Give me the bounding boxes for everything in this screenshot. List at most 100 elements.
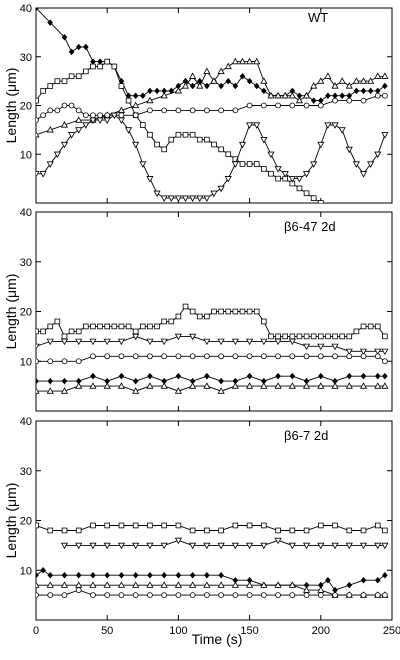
data-point bbox=[274, 338, 282, 346]
data-point bbox=[40, 328, 46, 335]
x-tick-label: 250 bbox=[383, 625, 400, 637]
data-point bbox=[61, 358, 68, 365]
data-point bbox=[218, 353, 225, 360]
data-point bbox=[246, 338, 254, 346]
data-point bbox=[302, 171, 311, 178]
data-point bbox=[367, 323, 374, 330]
panel-label: β6-7 2d bbox=[284, 428, 328, 443]
data-point bbox=[274, 166, 282, 173]
data-point bbox=[104, 571, 110, 579]
data-point bbox=[96, 117, 104, 124]
data-point bbox=[225, 151, 232, 158]
data-point bbox=[239, 72, 246, 80]
data-point bbox=[132, 592, 139, 599]
data-point bbox=[189, 195, 197, 202]
data-point bbox=[332, 592, 338, 599]
data-point bbox=[189, 333, 197, 341]
series-circle bbox=[36, 587, 388, 599]
data-point bbox=[246, 57, 254, 65]
data-point bbox=[124, 127, 133, 134]
data-point bbox=[181, 195, 190, 202]
data-point bbox=[175, 353, 182, 360]
data-point bbox=[160, 542, 168, 550]
data-point bbox=[40, 112, 47, 119]
data-point bbox=[36, 358, 39, 365]
data-point bbox=[189, 592, 196, 599]
data-point bbox=[132, 353, 139, 360]
data-point bbox=[182, 131, 189, 138]
y-axis-label: Length (μm) bbox=[3, 483, 19, 559]
data-point bbox=[382, 372, 388, 380]
data-point bbox=[274, 581, 282, 588]
data-point bbox=[75, 116, 83, 123]
data-point bbox=[132, 101, 140, 109]
data-point bbox=[217, 387, 225, 394]
data-point bbox=[260, 581, 268, 588]
data-point bbox=[174, 581, 182, 588]
data-point bbox=[36, 130, 40, 138]
data-point bbox=[231, 542, 239, 550]
data-point bbox=[317, 542, 325, 550]
data-point bbox=[47, 377, 54, 385]
data-point bbox=[83, 43, 89, 51]
data-point bbox=[132, 522, 139, 529]
data-point bbox=[161, 522, 167, 529]
data-point bbox=[167, 195, 175, 202]
data-point bbox=[175, 131, 182, 138]
data-point bbox=[161, 318, 167, 325]
data-point bbox=[359, 542, 368, 550]
data-point bbox=[232, 353, 239, 360]
data-point bbox=[97, 323, 103, 330]
data-point bbox=[318, 372, 324, 380]
data-point bbox=[189, 571, 196, 579]
data-point bbox=[60, 542, 69, 550]
data-point bbox=[331, 343, 339, 351]
data-point bbox=[189, 382, 197, 389]
data-point bbox=[189, 581, 197, 588]
data-point bbox=[46, 581, 54, 588]
data-point bbox=[267, 91, 275, 99]
data-point bbox=[260, 77, 268, 84]
series-square bbox=[36, 303, 388, 340]
data-point bbox=[89, 542, 97, 550]
data-point bbox=[238, 141, 247, 149]
data-point bbox=[310, 97, 317, 104]
data-point bbox=[139, 161, 147, 168]
data-point bbox=[189, 107, 196, 114]
data-point bbox=[204, 136, 210, 143]
data-point bbox=[325, 576, 331, 584]
data-point bbox=[196, 82, 204, 89]
data-point bbox=[261, 166, 267, 172]
data-point bbox=[204, 82, 210, 90]
data-point bbox=[204, 527, 210, 534]
series-line bbox=[36, 114, 386, 199]
data-point bbox=[288, 338, 296, 346]
data-point bbox=[275, 333, 281, 340]
series-triangle-down bbox=[36, 333, 389, 356]
data-point bbox=[289, 102, 296, 109]
data-point bbox=[260, 102, 267, 109]
data-point bbox=[36, 522, 39, 529]
data-point bbox=[218, 571, 224, 579]
data-point bbox=[218, 82, 224, 90]
data-point bbox=[103, 338, 111, 346]
data-point bbox=[147, 571, 153, 579]
data-point bbox=[332, 522, 338, 529]
data-point bbox=[296, 185, 303, 192]
data-point bbox=[75, 527, 82, 534]
data-point bbox=[118, 571, 125, 579]
data-point bbox=[117, 542, 126, 550]
data-point bbox=[160, 382, 168, 389]
data-point bbox=[103, 542, 111, 550]
data-point bbox=[331, 122, 339, 129]
data-point bbox=[89, 382, 97, 389]
data-point bbox=[36, 377, 39, 385]
data-point bbox=[275, 527, 281, 534]
data-point bbox=[381, 348, 389, 356]
data-point bbox=[46, 126, 54, 133]
x-tick-label: 100 bbox=[169, 625, 187, 637]
data-point bbox=[381, 542, 389, 550]
data-point bbox=[374, 348, 382, 356]
data-point bbox=[175, 522, 182, 529]
series-star bbox=[36, 8, 388, 104]
